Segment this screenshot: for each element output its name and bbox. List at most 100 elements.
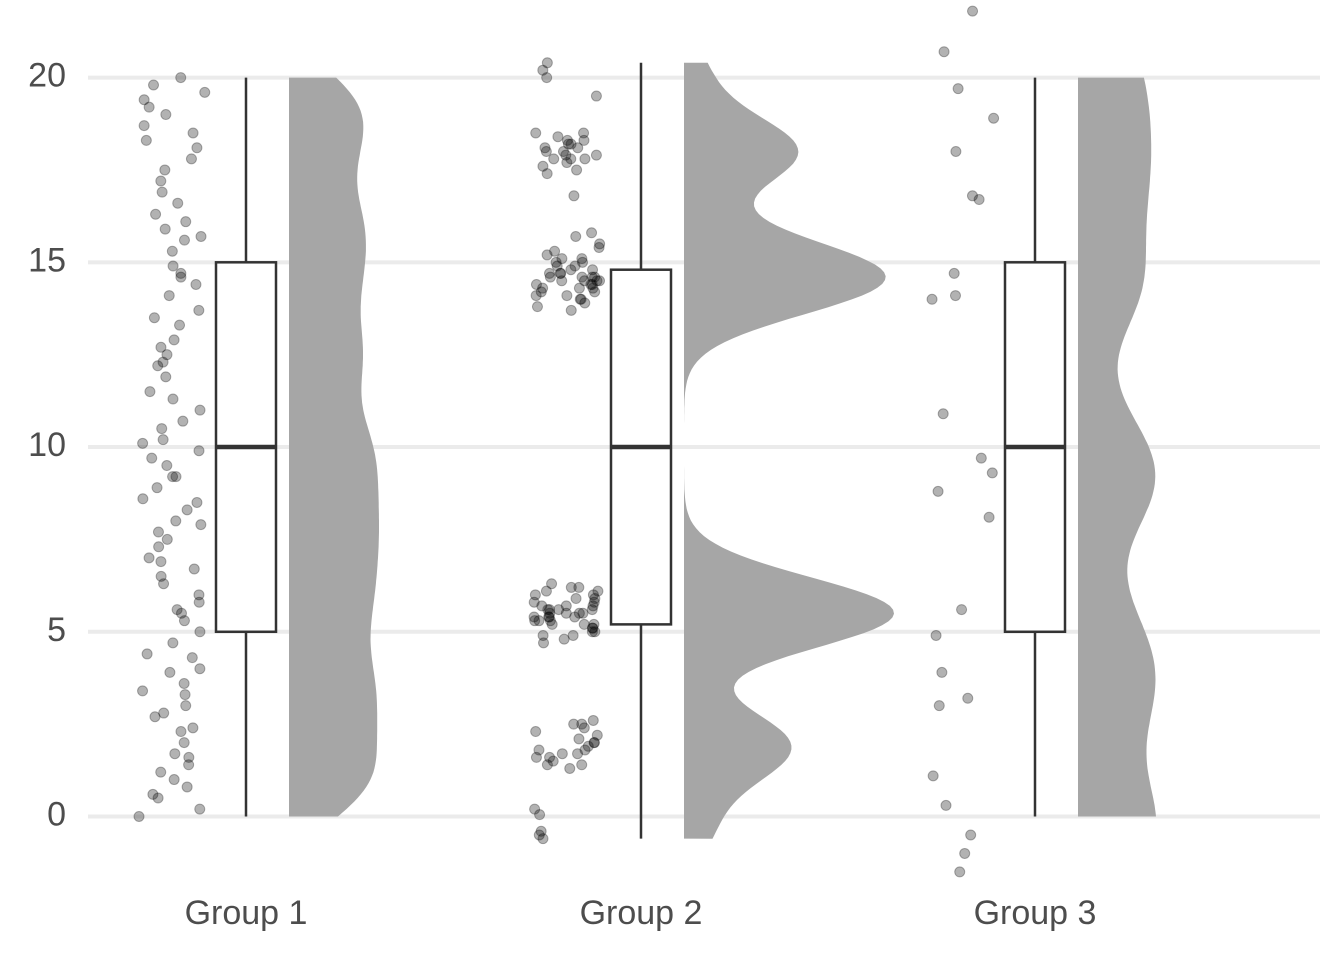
point xyxy=(573,733,585,745)
point xyxy=(530,127,542,139)
point xyxy=(582,740,594,752)
point xyxy=(932,485,944,497)
point xyxy=(160,371,172,383)
x-tick-label: Group 2 xyxy=(580,894,703,932)
point xyxy=(170,515,182,527)
point xyxy=(536,600,548,612)
point xyxy=(546,618,558,630)
point xyxy=(578,275,590,287)
point xyxy=(533,615,545,627)
point xyxy=(529,589,541,601)
point xyxy=(577,607,589,619)
point xyxy=(149,711,161,723)
point xyxy=(950,145,962,157)
point xyxy=(175,607,187,619)
point xyxy=(155,766,167,778)
point xyxy=(569,611,581,623)
point xyxy=(586,622,598,634)
point xyxy=(576,759,588,771)
point xyxy=(150,208,162,220)
point xyxy=(558,633,570,645)
point xyxy=(926,293,938,305)
point xyxy=(589,286,601,298)
point xyxy=(539,142,551,154)
point xyxy=(155,341,167,353)
point xyxy=(186,652,198,664)
point xyxy=(588,596,600,608)
point xyxy=(570,230,582,242)
point xyxy=(588,618,600,630)
point xyxy=(530,726,542,738)
point xyxy=(587,589,599,601)
point xyxy=(167,393,179,405)
point xyxy=(133,810,145,822)
point xyxy=(570,593,582,605)
point xyxy=(543,611,555,623)
point xyxy=(573,282,585,294)
point xyxy=(973,194,985,206)
point xyxy=(138,120,150,132)
point xyxy=(199,86,211,98)
point xyxy=(587,622,599,634)
point xyxy=(541,759,553,771)
point xyxy=(544,751,556,763)
point xyxy=(529,803,541,815)
point xyxy=(568,718,580,730)
point xyxy=(155,556,167,568)
point xyxy=(194,626,206,638)
point xyxy=(194,803,206,815)
point xyxy=(140,134,152,146)
point xyxy=(171,604,183,616)
point xyxy=(564,762,576,774)
point xyxy=(538,637,550,649)
point xyxy=(151,482,163,494)
point xyxy=(148,312,160,324)
point xyxy=(153,541,165,553)
point xyxy=(146,452,158,464)
point xyxy=(537,64,549,76)
point xyxy=(537,282,549,294)
point xyxy=(544,271,556,283)
point xyxy=(591,275,603,287)
point xyxy=(195,519,207,531)
point xyxy=(556,253,568,265)
violin xyxy=(289,77,379,817)
point xyxy=(571,164,583,176)
point xyxy=(531,301,543,313)
point xyxy=(543,267,555,279)
point xyxy=(569,260,581,272)
point xyxy=(168,774,180,786)
point xyxy=(161,533,173,545)
point xyxy=(547,755,559,767)
point xyxy=(181,504,193,516)
point xyxy=(541,72,553,84)
point xyxy=(594,275,606,287)
point xyxy=(592,585,604,597)
point xyxy=(167,637,179,649)
point xyxy=(159,223,171,235)
point xyxy=(927,770,939,782)
point xyxy=(554,267,566,279)
point xyxy=(587,714,599,726)
point xyxy=(565,138,577,150)
point xyxy=(590,149,602,161)
point xyxy=(138,94,150,106)
point xyxy=(572,748,584,760)
point xyxy=(193,589,205,601)
point xyxy=(152,360,164,372)
point xyxy=(175,726,187,738)
point xyxy=(170,471,182,483)
point xyxy=(579,297,591,309)
point xyxy=(544,607,556,619)
point xyxy=(152,526,164,538)
point xyxy=(585,278,597,290)
point xyxy=(161,349,173,361)
point xyxy=(194,663,206,675)
point xyxy=(983,511,995,523)
point xyxy=(528,596,540,608)
point xyxy=(593,242,605,254)
point xyxy=(954,866,966,878)
point xyxy=(152,792,164,804)
point xyxy=(578,134,590,146)
